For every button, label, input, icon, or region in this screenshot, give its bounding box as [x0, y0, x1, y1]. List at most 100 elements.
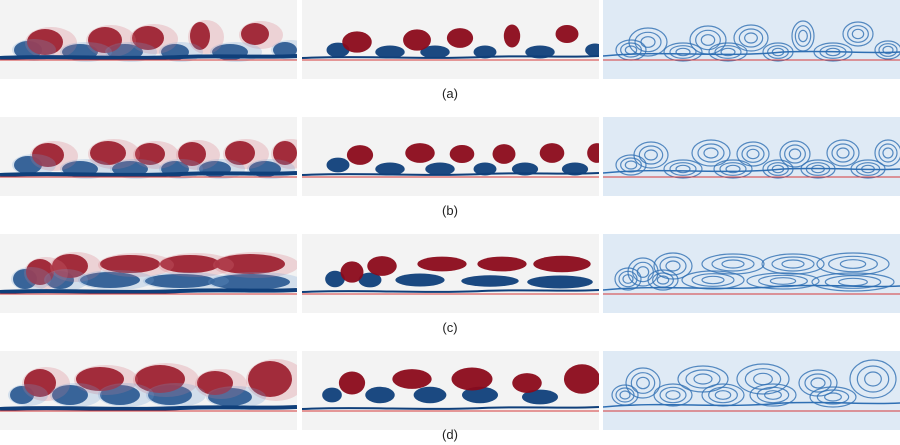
vortex-contour: [831, 143, 855, 163]
vortex-halo: [130, 24, 178, 54]
vortex-contour: [681, 270, 745, 290]
vortex-contour: [659, 386, 687, 404]
vortex-halo: [98, 253, 174, 277]
positive-vortex: [451, 367, 493, 391]
shear-layer: [302, 289, 599, 293]
negative-vortex: [561, 162, 589, 176]
vortex-contour: [798, 29, 808, 43]
vortex-contour: [691, 273, 735, 287]
positive-vortex: [88, 27, 122, 53]
vortex-halo: [206, 386, 266, 408]
panel-d-left: [0, 351, 297, 430]
vortex-contour: [771, 256, 815, 272]
negative-vortex: [273, 42, 297, 58]
contour-line: [603, 50, 900, 57]
negative-vortex: [395, 273, 445, 287]
vortex-contour: [638, 145, 664, 165]
panel-b-left: [0, 117, 297, 196]
vortex-contour: [878, 143, 898, 163]
positive-vortex: [340, 261, 364, 283]
vortex-contour: [701, 253, 765, 275]
positive-vortex: [563, 364, 599, 394]
vortex-halo: [143, 272, 229, 290]
vortex-contour: [634, 31, 662, 53]
vortex-halo: [74, 365, 138, 395]
vortex-contour: [736, 141, 770, 167]
caption-b: (b): [442, 203, 458, 218]
positive-vortex: [392, 369, 432, 389]
positive-vortex: [32, 143, 64, 167]
positive-vortex: [27, 29, 63, 55]
vortex-contour: [828, 255, 878, 273]
vortex-contour: [669, 45, 697, 59]
vortex-contour: [842, 21, 874, 47]
vortex-contour: [691, 139, 731, 167]
negative-vortex: [461, 386, 499, 404]
positive-vortex: [100, 255, 160, 273]
positive-vortex: [338, 371, 366, 395]
positive-vortex: [26, 259, 54, 285]
vortex-contour: [644, 149, 658, 161]
positive-vortex: [90, 141, 126, 165]
vortex-contour: [675, 47, 691, 57]
vortex-contour: [746, 148, 760, 160]
vortex-contour: [779, 140, 811, 168]
vortex-contour: [756, 386, 790, 404]
negative-vortex: [473, 162, 497, 176]
vortex-contour: [615, 387, 635, 403]
positive-vortex: [512, 373, 542, 393]
vorticity-field-a-coherent: [302, 0, 599, 79]
negative-vortex: [375, 45, 405, 59]
negative-vortex: [145, 274, 215, 288]
vortex-contour: [703, 147, 719, 159]
vorticity-contour-b: [603, 117, 900, 196]
vortex-halo: [239, 21, 283, 49]
vortex-halo: [247, 159, 295, 179]
positive-vortex: [367, 256, 397, 276]
vortex-contour: [652, 272, 674, 288]
vortex-contour: [697, 143, 725, 163]
vortex-halo: [133, 363, 199, 397]
vortex-contour: [761, 253, 825, 275]
positive-vortex: [346, 145, 374, 165]
vortex-halo: [24, 257, 68, 289]
vortex-contour: [624, 160, 638, 170]
vortex-contour: [856, 365, 890, 393]
shear-layer: [0, 171, 297, 177]
vortex-halo: [50, 252, 102, 282]
vortex-contour: [824, 392, 842, 402]
vortex-contour: [749, 383, 797, 407]
vortex-contour: [701, 383, 745, 407]
negative-vortex: [322, 387, 342, 403]
vortex-contour: [882, 147, 894, 159]
vortex-contour: [849, 359, 897, 399]
panel-c-middle: [302, 234, 599, 313]
caption-a: (a): [442, 86, 458, 101]
positive-vortex: [555, 24, 579, 44]
vorticity-contour-d: [603, 351, 900, 430]
caption-d: (d): [442, 427, 458, 442]
vortex-halo: [78, 270, 154, 290]
positive-vortex: [135, 143, 165, 165]
vorticity-field-c-full: [0, 234, 297, 313]
vortex-halo: [88, 139, 140, 169]
negative-vortex: [521, 389, 559, 405]
negative-vortex: [52, 385, 88, 405]
vortex-contour: [695, 29, 721, 51]
contour-line: [603, 401, 900, 408]
vortex-halo: [12, 154, 56, 176]
negative-vortex: [461, 275, 519, 287]
panel-c-left: [0, 234, 297, 313]
vorticity-field-b-coherent: [302, 117, 599, 196]
vortex-halo: [11, 267, 51, 291]
vortex-contour: [708, 42, 748, 62]
vortex-contour: [788, 148, 802, 160]
panel-d-middle: [302, 351, 599, 430]
positive-vortex: [52, 254, 88, 278]
vortex-halo: [25, 27, 77, 59]
positive-vortex: [342, 31, 372, 53]
vorticity-contour-a: [603, 0, 900, 79]
vortex-contour: [816, 252, 890, 276]
vortex-contour: [864, 371, 882, 387]
vortex-contour: [746, 272, 820, 290]
